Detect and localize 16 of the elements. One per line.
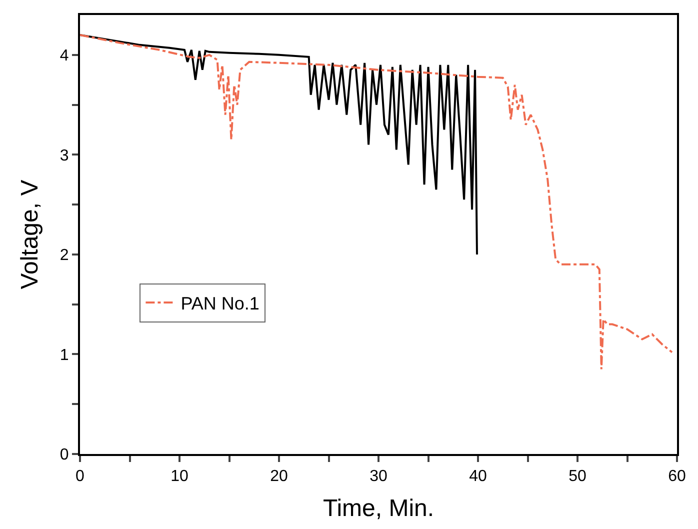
x-tick-label: 50 — [568, 468, 586, 486]
x-tick-label: 20 — [270, 468, 288, 486]
x-tick-label: 60 — [668, 468, 686, 486]
y-tick-label: 0 — [60, 446, 69, 464]
legend-label: PAN No.1 — [180, 294, 260, 314]
y-tick-label: 2 — [60, 247, 69, 264]
x-tick-label: 10 — [170, 468, 188, 486]
x-tick-label: 40 — [469, 468, 487, 486]
x-tick-label: 0 — [76, 468, 85, 486]
line-series — [80, 34, 674, 370]
x-axis-title: Time, Min. — [322, 495, 434, 522]
y-axis-title: Voltage, V — [16, 180, 44, 290]
x-tick-label: 30 — [370, 468, 388, 486]
y-tick-label: 1 — [60, 346, 69, 364]
y-tick-label: 3 — [60, 147, 69, 164]
y-tick-label: 4 — [60, 48, 69, 65]
